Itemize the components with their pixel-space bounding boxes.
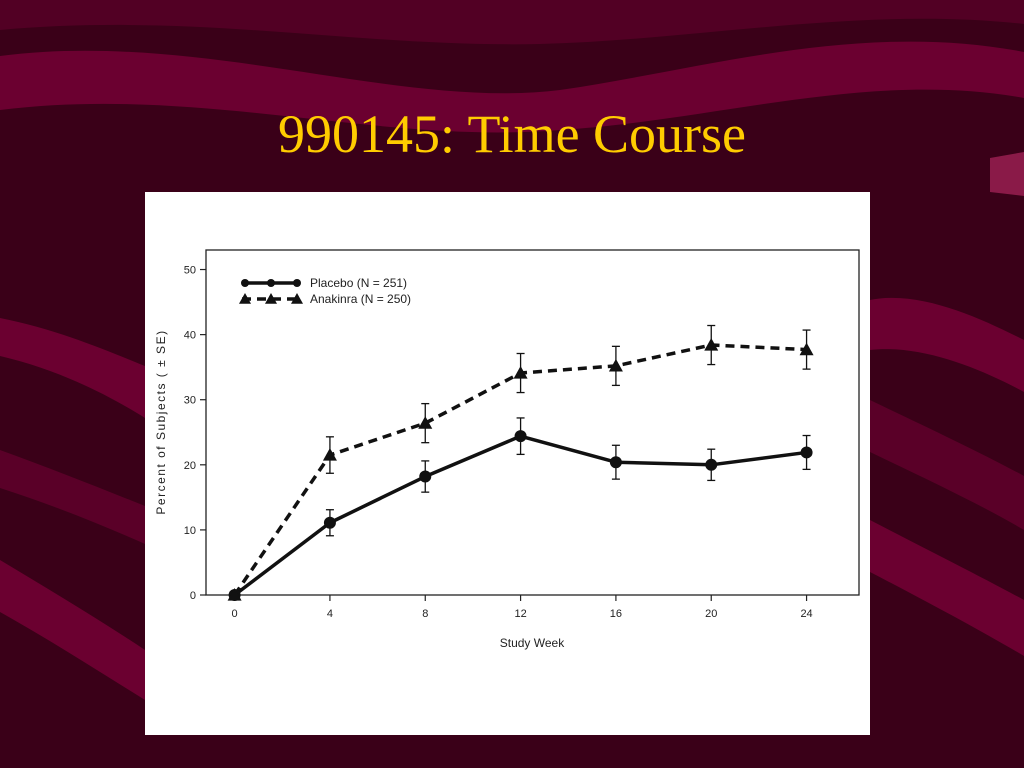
- legend-marker: [239, 293, 251, 304]
- x-tick-label: 16: [610, 608, 622, 620]
- placebo-data-point: [705, 458, 718, 471]
- anakinra-data-point: [227, 588, 242, 601]
- y-tick-label: 0: [190, 590, 196, 602]
- y-axis-title: Percent of Subjects ( ± SE): [154, 329, 168, 514]
- y-tick-label: 10: [184, 525, 196, 537]
- legend-marker: [291, 293, 303, 304]
- x-tick-label: 0: [232, 608, 238, 620]
- legend-item-anakinra: Anakinra (N = 250): [239, 292, 411, 306]
- y-tick-label: 50: [184, 265, 196, 277]
- legend-marker: [293, 279, 301, 287]
- anakinra-data-point: [704, 338, 719, 351]
- x-tick-label: 4: [327, 608, 333, 620]
- x-tick-label: 24: [800, 608, 812, 620]
- placebo-data-point: [514, 430, 527, 443]
- placebo-data-point: [609, 456, 622, 469]
- anakinra-data-point: [608, 358, 623, 372]
- slide-title: 990145: Time Course: [277, 104, 747, 164]
- plot-frame: [205, 249, 860, 596]
- legend-label: Placebo (N = 251): [310, 276, 407, 290]
- legend-item-placebo: Placebo (N = 251): [241, 276, 407, 290]
- anakinra-data-point: [513, 366, 528, 379]
- legend-marker: [241, 279, 249, 287]
- x-tick-label: 12: [514, 608, 526, 620]
- placebo-series-line: [233, 434, 807, 597]
- x-tick-label: 8: [422, 608, 428, 620]
- time-course-chart: 0 10 20 30 40 50 0 4 8 12 16 20 24 Placebo (N = 251)…: [154, 249, 860, 650]
- y-tick-label: 20: [184, 460, 196, 472]
- legend-marker: [265, 293, 277, 304]
- y-tick-label: 30: [184, 395, 196, 407]
- anakinra-data-point: [799, 342, 814, 356]
- anakinra-data-point: [418, 416, 433, 429]
- x-axis-title: Study Week: [500, 636, 565, 650]
- legend-label: Anakinra (N = 250): [310, 292, 411, 306]
- anakinra-data-point: [322, 448, 337, 461]
- y-tick-label: 40: [184, 330, 196, 342]
- legend-marker: [267, 279, 275, 287]
- chart-panel: 0 10 20 30 40 50 0 4 8 12 16 20 24 Placebo (N = 251)…: [145, 192, 870, 735]
- placebo-data-point: [323, 516, 336, 529]
- placebo-data-point: [800, 446, 813, 459]
- placebo-data-point: [419, 470, 432, 483]
- x-tick-label: 20: [705, 608, 717, 620]
